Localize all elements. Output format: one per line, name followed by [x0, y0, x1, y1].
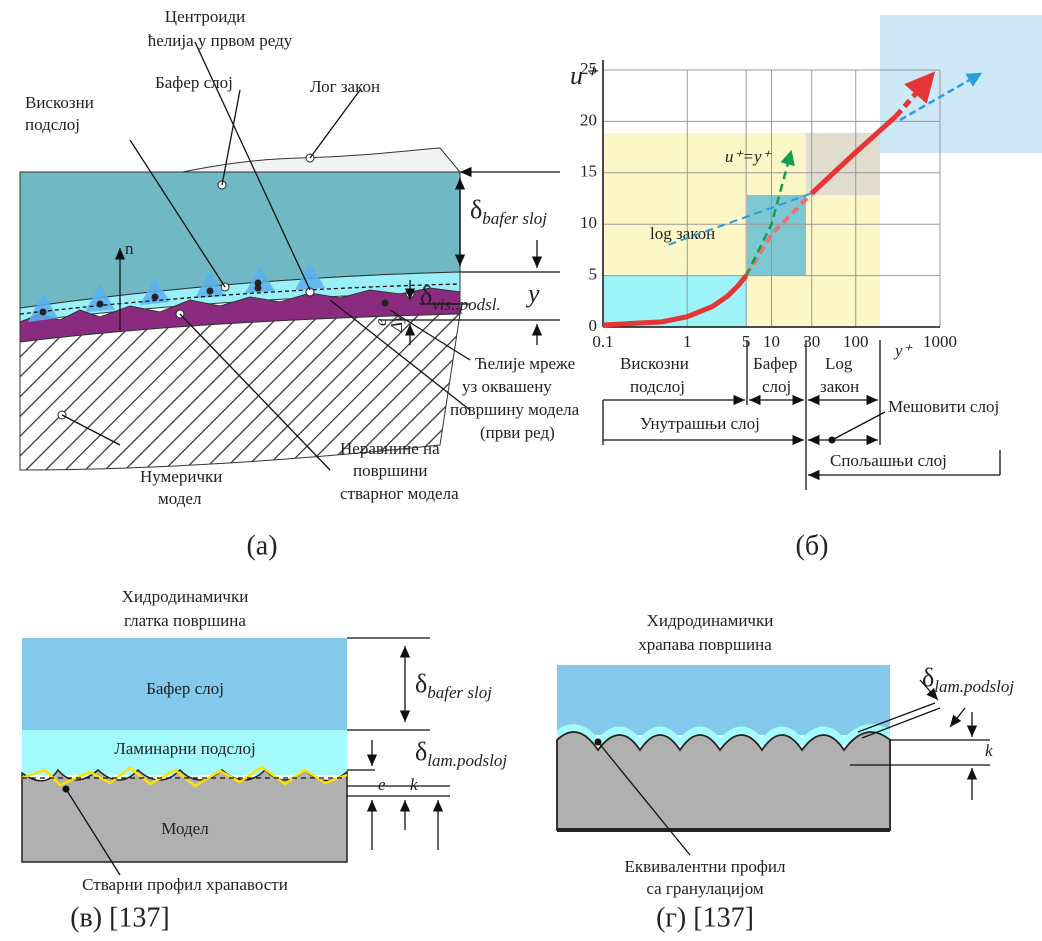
label: подслој — [25, 115, 80, 134]
x-axis-label: y⁺ — [893, 341, 914, 360]
caption: (г) [137] — [656, 902, 754, 933]
figure: n Центроиди ћелија у првом реду Вискозни… — [0, 0, 1042, 941]
caption: (в) [137] — [70, 902, 170, 933]
label: уз оквашену — [462, 377, 552, 396]
delta: δbafer sloj — [415, 669, 492, 702]
delta-symbol: δ — [415, 669, 427, 698]
caption: (а) — [246, 530, 277, 561]
region-label: Бафер — [753, 354, 797, 373]
region-label: Log — [825, 354, 853, 373]
region-label: Спољашњи слој — [830, 451, 947, 470]
region-label: Унутрашњи слој — [640, 414, 760, 433]
label: површину модела — [450, 400, 580, 419]
delta-sub: vis..podsl. — [432, 295, 500, 314]
label: Вискозни — [25, 93, 94, 112]
region-label: Вискозни — [620, 354, 689, 373]
k-label: k — [985, 741, 993, 760]
region-label: закон — [820, 377, 859, 396]
x-tick-label: 1000 — [923, 332, 957, 351]
y-tick-label: 15 — [580, 162, 597, 181]
region-label: слој — [762, 377, 791, 396]
dy-label: Δy — [387, 314, 406, 333]
region-label: подслој — [630, 377, 685, 396]
layer-label: Модел — [161, 819, 209, 838]
label: Нумерички — [140, 467, 222, 486]
profile-label: са гранулацијом — [646, 879, 764, 898]
layer-label: Ламинарни подслој — [114, 739, 256, 758]
y-tick-label: 10 — [580, 213, 597, 232]
title: Хидродинамички — [647, 611, 774, 630]
delta-symbol: δ — [922, 663, 934, 692]
normal-label: n — [125, 239, 134, 258]
y-tick-label: 20 — [580, 110, 597, 129]
delta-symbol: δ — [470, 195, 482, 224]
x-tick-label: 0.1 — [592, 332, 613, 351]
delta: δlam.podsloj — [922, 663, 1014, 696]
y-tick-label: 25 — [580, 59, 597, 78]
delta: δbafer sloj — [470, 195, 547, 228]
title: глатка површина — [124, 611, 246, 630]
x-tick-label: 5 — [742, 332, 751, 351]
k-label: k — [410, 775, 418, 794]
delta: δlam.podsloj — [415, 737, 507, 770]
label: Бафер слој — [155, 73, 233, 92]
layer-label: Бафер слој — [146, 679, 224, 698]
label: (први ред) — [480, 423, 555, 442]
panel-b: u⁺ y⁺ u⁺=y⁺ log закон Вискозни подслој Б… — [570, 15, 1042, 561]
region-label: Мешовити слој — [888, 397, 999, 416]
y-tick-label: 5 — [589, 265, 598, 284]
y-label: y — [525, 279, 540, 308]
title: храпава површина — [638, 635, 772, 654]
delta-sub: bafer sloj — [482, 209, 547, 228]
label: модел — [158, 489, 202, 508]
caption: (б) — [796, 530, 829, 561]
e-label: e — [378, 775, 386, 794]
label: површини — [353, 461, 428, 480]
delta-symbol: δ — [415, 737, 427, 766]
label: Ћелије мреже — [475, 354, 575, 373]
title: Хидродинамички — [122, 587, 249, 606]
label: ћелија у првом реду — [148, 31, 293, 50]
profile-label: Стварни профил храпавости — [82, 875, 288, 894]
buffer-layer — [557, 665, 890, 735]
panel-a: n Центроиди ћелија у првом реду Вискозни… — [20, 7, 580, 562]
x-tick-label: 1 — [683, 332, 692, 351]
x-tick-label: 100 — [843, 332, 869, 351]
profile-label: Еквивалентни профил — [625, 857, 786, 876]
panel-c: Хидродинамички глатка површина Бафер сло… — [22, 587, 507, 934]
delta-symbol: δ — [420, 281, 432, 310]
label: Центроиди — [165, 7, 245, 26]
delta-sub: lam.podsloj — [427, 751, 507, 770]
equation: u⁺=y⁺ — [725, 147, 772, 166]
label: Неравнине на — [340, 439, 440, 458]
delta-sub: lam.podsloj — [934, 677, 1014, 696]
x-tick-label: 10 — [763, 332, 780, 351]
panel-d: Хидродинамички храпава површина δlam.pod… — [557, 611, 1014, 934]
delta-sub: bafer sloj — [427, 683, 492, 702]
label: Лог закон — [310, 77, 380, 96]
label: стварног модела — [340, 484, 459, 503]
x-tick-label: 30 — [803, 332, 820, 351]
